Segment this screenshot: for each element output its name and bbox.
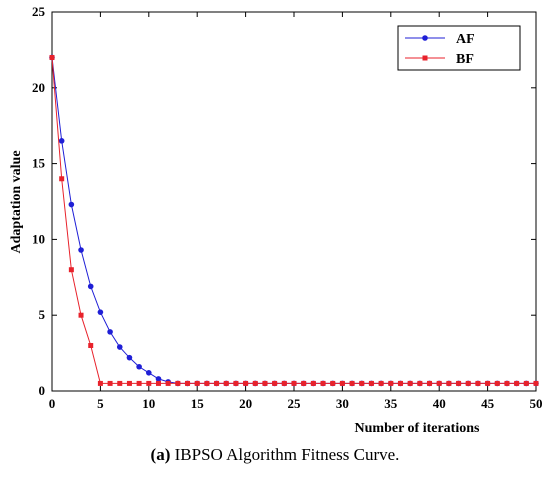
data-point-bf	[475, 380, 481, 386]
data-point-bf	[272, 380, 278, 386]
data-point-bf	[359, 380, 365, 386]
legend-label-bf: BF	[456, 52, 474, 67]
legend: AF BF	[397, 25, 521, 71]
data-point-bf	[136, 380, 142, 386]
data-point-af	[136, 363, 142, 370]
data-point-bf	[281, 380, 287, 386]
data-point-bf	[310, 380, 316, 386]
data-point-af	[107, 329, 113, 335]
data-point-bf	[320, 380, 326, 386]
x-tick-label: 5	[97, 396, 104, 411]
data-point-bf	[175, 380, 181, 386]
data-point-bf	[456, 380, 462, 386]
legend-marker-af	[422, 35, 428, 41]
data-point-bf	[504, 380, 510, 386]
data-point-af	[87, 283, 94, 290]
x-tick-label: 0	[49, 396, 56, 411]
data-point-bf	[194, 380, 200, 386]
data-point-bf	[243, 380, 249, 386]
data-point-bf	[368, 380, 374, 386]
data-point-bf	[514, 380, 520, 386]
data-point-af	[58, 138, 65, 144]
data-point-af	[126, 354, 133, 361]
data-point-bf	[485, 380, 491, 386]
x-axis-label: Number of iterations	[355, 421, 480, 436]
data-point-bf	[185, 380, 191, 386]
data-point-bf	[262, 380, 268, 386]
legend-label-af: AF	[456, 32, 475, 47]
data-point-bf	[204, 380, 210, 386]
figure-caption: (a) IBPSO Algorithm Fitness Curve.	[0, 445, 550, 465]
legend-box	[397, 25, 521, 71]
data-point-bf	[330, 380, 336, 386]
data-point-bf	[88, 343, 94, 349]
y-tick-label: 20	[32, 80, 45, 95]
data-point-bf	[97, 380, 103, 386]
data-point-bf	[407, 380, 413, 386]
data-point-bf	[49, 54, 55, 60]
data-point-bf	[388, 380, 394, 386]
data-point-bf	[146, 380, 152, 386]
series-layer	[49, 54, 539, 387]
y-tick-label: 15	[32, 156, 46, 171]
data-point-af	[78, 247, 84, 253]
data-point-bf	[533, 380, 539, 386]
data-point-bf	[233, 380, 239, 386]
data-point-bf	[214, 380, 220, 386]
data-point-bf	[427, 380, 433, 386]
data-point-bf	[107, 380, 113, 386]
data-point-bf	[378, 380, 384, 386]
x-tick-label: 45	[481, 396, 495, 411]
x-tick-label: 25	[288, 396, 302, 411]
y-axis-label: Adaptation value	[9, 150, 24, 253]
fitness-curve-chart: 0 5 10 15 20 25 30 35 40 45 50 0 5 10 15 20 25 Adaptatio…	[9, 4, 543, 436]
data-point-bf	[417, 380, 423, 386]
data-point-bf	[252, 380, 258, 386]
caption-letter: (a)	[150, 445, 171, 464]
x-tick-label: 30	[336, 396, 349, 411]
y-tick-label: 5	[39, 307, 46, 322]
data-point-bf	[165, 380, 171, 386]
data-point-bf	[446, 380, 452, 386]
data-point-bf	[301, 380, 307, 386]
x-tick-label: 20	[239, 396, 252, 411]
data-point-bf	[339, 380, 345, 386]
data-point-bf	[117, 380, 123, 386]
y-tick-label: 10	[32, 231, 45, 246]
data-point-af	[146, 370, 152, 376]
data-point-af	[97, 309, 104, 315]
data-point-bf	[436, 380, 442, 386]
data-point-bf	[155, 380, 161, 386]
data-point-bf	[126, 380, 132, 386]
data-point-bf	[397, 380, 403, 386]
x-tick-label: 50	[530, 396, 543, 411]
data-point-bf	[223, 380, 229, 386]
y-tick-label: 25	[32, 4, 46, 19]
data-point-bf	[494, 380, 500, 386]
x-tick-label: 40	[433, 396, 446, 411]
data-point-af	[68, 201, 75, 208]
data-point-bf	[68, 267, 74, 273]
data-point-af	[155, 376, 162, 382]
x-tick-label: 15	[191, 396, 205, 411]
plot-area	[51, 11, 537, 392]
data-point-bf	[465, 380, 471, 386]
x-tick-label: 10	[142, 396, 155, 411]
y-tick-label: 0	[39, 383, 46, 398]
legend-marker-bf	[422, 55, 428, 61]
data-point-af	[116, 344, 123, 350]
axis-ticks: 0 5 10 15 20 25 30 35 40 45 50 0 5 10 15 20 25	[32, 4, 543, 411]
data-point-bf	[59, 176, 65, 182]
data-point-bf	[523, 380, 529, 386]
caption-text: IBPSO Algorithm Fitness Curve.	[174, 445, 400, 464]
data-point-bf	[291, 380, 297, 386]
x-tick-label: 35	[384, 396, 398, 411]
data-point-bf	[349, 380, 355, 386]
data-point-bf	[78, 312, 84, 318]
